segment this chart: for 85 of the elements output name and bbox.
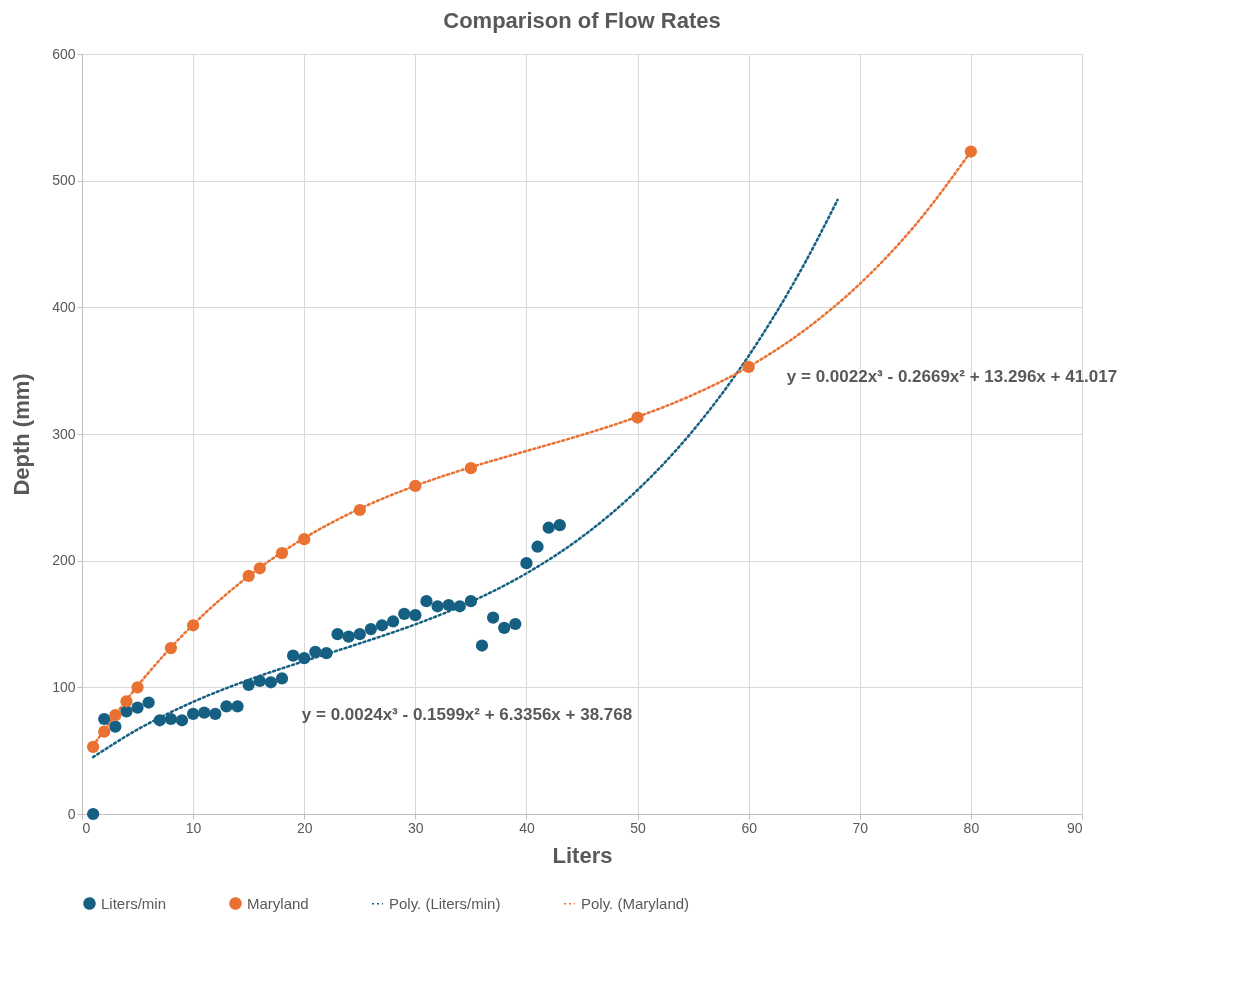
x-tick-label: 30 bbox=[408, 819, 424, 836]
point bbox=[498, 621, 511, 634]
point bbox=[131, 681, 144, 694]
point bbox=[242, 569, 255, 582]
legend-label: Liters/min bbox=[101, 894, 167, 912]
point bbox=[486, 611, 500, 624]
point bbox=[164, 641, 178, 655]
x-tick-label: 70 bbox=[852, 819, 869, 836]
point bbox=[186, 707, 200, 721]
point bbox=[286, 649, 300, 662]
x-tick-label: 0 bbox=[82, 819, 91, 836]
point bbox=[209, 707, 222, 721]
point bbox=[264, 676, 278, 689]
point bbox=[631, 411, 644, 424]
point bbox=[275, 546, 289, 560]
legend-label: Poly. (Maryland) bbox=[581, 894, 690, 912]
point bbox=[531, 540, 544, 553]
point bbox=[364, 622, 378, 636]
point bbox=[353, 503, 366, 517]
point bbox=[375, 619, 389, 632]
x-tick-label: 60 bbox=[741, 819, 758, 836]
point bbox=[253, 674, 266, 688]
y-tick-label: 0 bbox=[67, 805, 76, 822]
point bbox=[253, 562, 266, 575]
point bbox=[509, 617, 522, 631]
point bbox=[409, 479, 422, 493]
annotation: y = 0.0024x³ - 0.1599x² + 6.3356x + 38.768 bbox=[301, 705, 633, 725]
point bbox=[175, 714, 189, 727]
y-tick-label: 300 bbox=[52, 425, 76, 442]
point bbox=[275, 672, 289, 685]
point bbox=[142, 696, 155, 709]
y-tick-label: 600 bbox=[52, 45, 76, 62]
point bbox=[520, 557, 533, 570]
y-tick-label: 400 bbox=[52, 298, 76, 315]
point bbox=[98, 712, 111, 726]
point bbox=[231, 700, 244, 713]
point bbox=[464, 462, 478, 475]
y-axis-title: Depth (mm) bbox=[9, 373, 35, 496]
x-axis-title: Liters bbox=[552, 842, 613, 868]
point bbox=[131, 701, 144, 714]
y-tick-label: 100 bbox=[52, 678, 76, 695]
point bbox=[309, 645, 322, 658]
point bbox=[331, 628, 344, 641]
y-tick-label: 200 bbox=[52, 552, 76, 569]
point bbox=[475, 639, 489, 652]
point bbox=[442, 598, 455, 612]
x-tick-label: 10 bbox=[185, 819, 202, 836]
point bbox=[353, 628, 366, 641]
chart-title: Comparison of Flow Rates bbox=[443, 8, 721, 33]
point bbox=[86, 807, 100, 821]
point bbox=[464, 595, 478, 608]
legend-label: Maryland bbox=[247, 894, 309, 912]
x-tick-label: 50 bbox=[630, 819, 647, 836]
y-tick-label: 500 bbox=[52, 172, 76, 189]
x-tick-label: 90 bbox=[1066, 819, 1083, 836]
point bbox=[964, 145, 978, 158]
point bbox=[153, 714, 166, 727]
point bbox=[98, 725, 111, 738]
point bbox=[298, 652, 311, 665]
point bbox=[420, 595, 433, 608]
point bbox=[298, 533, 311, 546]
point bbox=[398, 607, 411, 620]
point bbox=[120, 695, 133, 708]
point bbox=[409, 609, 422, 622]
annotation: y = 0.0022x³ - 0.2669x² + 13.296x + 41.017 bbox=[786, 367, 1118, 386]
point bbox=[186, 619, 200, 632]
point bbox=[109, 709, 122, 722]
point bbox=[542, 521, 555, 534]
x-tick-label: 80 bbox=[963, 819, 980, 836]
point bbox=[742, 360, 755, 373]
point bbox=[553, 519, 566, 532]
legend-label: Poly. (Liters/min) bbox=[389, 894, 501, 912]
point bbox=[342, 630, 355, 643]
point bbox=[242, 678, 255, 691]
point bbox=[164, 712, 178, 726]
point bbox=[220, 700, 233, 713]
x-tick-label: 40 bbox=[519, 819, 535, 836]
point bbox=[198, 706, 211, 719]
x-tick-label: 20 bbox=[296, 819, 313, 836]
point bbox=[386, 615, 400, 628]
point bbox=[86, 740, 100, 753]
point bbox=[320, 647, 333, 660]
point bbox=[109, 720, 122, 733]
point bbox=[453, 600, 466, 613]
point bbox=[431, 600, 444, 613]
